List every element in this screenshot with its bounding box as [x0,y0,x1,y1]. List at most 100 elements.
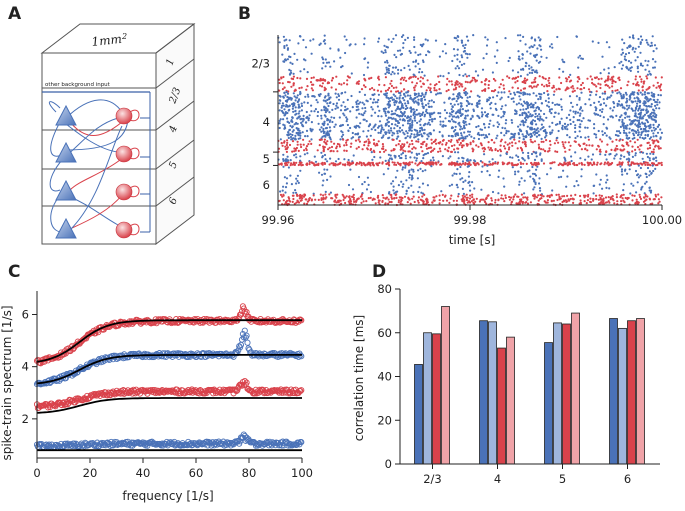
spike-inhibitory [517,76,519,78]
spike-excitatory [519,109,521,111]
spike-excitatory [473,187,475,189]
spike-excitatory [439,112,441,114]
spike-excitatory [540,93,542,95]
spike-inhibitory [407,150,409,152]
spike-excitatory [428,100,430,102]
spike-excitatory [302,131,304,133]
spike-excitatory [642,117,644,119]
spike-excitatory [640,128,642,130]
spike-inhibitory [622,161,624,163]
spike-excitatory [411,175,413,177]
spike-excitatory [640,35,642,37]
spike-inhibitory [491,199,493,201]
spike-inhibitory [616,89,618,91]
spike-excitatory [526,130,528,132]
spike-excitatory [372,102,374,104]
spike-inhibitory [580,84,582,86]
spike-inhibitory [317,149,319,151]
spike-inhibitory [400,196,402,198]
spike-excitatory [325,133,327,135]
spike-excitatory [294,135,296,137]
spike-inhibitory [478,163,480,165]
spike-excitatory [354,43,356,45]
spike-inhibitory [370,197,372,199]
spike-excitatory [649,124,651,126]
spike-excitatory [393,98,395,100]
spike-excitatory [638,165,640,167]
spike-excitatory [517,156,519,158]
spike-excitatory [400,101,402,103]
spike-inhibitory [362,148,364,150]
spike-excitatory [419,130,421,132]
spike-excitatory [411,121,413,123]
spike-inhibitory [523,81,525,83]
spike-inhibitory [322,79,324,81]
spike-inhibitory [303,149,305,151]
spike-inhibitory [418,202,420,204]
spike-excitatory [407,94,409,96]
spike-inhibitory [333,150,335,152]
spike-inhibitory [415,76,417,78]
spike-excitatory [616,153,618,155]
spike-inhibitory [422,143,424,145]
spike-excitatory [545,100,547,102]
spike-inhibitory [388,87,390,89]
spike-excitatory [637,38,639,40]
spike-inhibitory [400,199,402,201]
spike-excitatory [321,67,323,69]
spike-inhibitory [521,194,523,196]
spike-excitatory [456,100,458,102]
spike-excitatory [637,100,639,102]
spike-excitatory [589,120,591,122]
spike-excitatory [453,173,455,175]
spike-inhibitory [575,141,577,143]
spike-inhibitory [296,77,298,79]
spike-inhibitory [542,148,544,150]
spike-excitatory [295,113,297,115]
spike-inhibitory [346,79,348,81]
spike-excitatory [465,53,467,55]
spike-inhibitory [643,201,645,203]
spike-inhibitory [353,199,355,201]
spike-excitatory [472,109,474,111]
spike-inhibitory [428,87,430,89]
spike-inhibitory [343,82,345,84]
spike-excitatory [399,127,401,129]
spike-inhibitory [598,199,600,201]
spike-inhibitory [456,147,458,149]
spike-excitatory [385,67,387,69]
spike-excitatory [329,136,331,138]
spike-excitatory [304,135,306,137]
spike-excitatory [551,189,553,191]
spike-excitatory [453,48,455,50]
spike-excitatory [298,116,300,118]
spike-excitatory [393,94,395,96]
spike-excitatory [309,128,311,130]
spike-excitatory [558,176,560,178]
spike-inhibitory [405,162,407,164]
spike-inhibitory [504,194,506,196]
spike-excitatory [348,184,350,186]
spike-excitatory [618,130,620,132]
spike-excitatory [395,176,397,178]
spike-excitatory [463,122,465,124]
spike-excitatory [534,116,536,118]
spike-excitatory [558,130,560,132]
spike-inhibitory [374,198,376,200]
spike-excitatory [522,120,524,122]
spike-inhibitory [639,196,641,198]
spike-excitatory [392,189,394,191]
spike-excitatory [404,115,406,117]
spike-excitatory [626,173,628,175]
spike-inhibitory [370,77,372,79]
spike-excitatory [488,97,490,99]
spike-excitatory [588,98,590,100]
spike-excitatory [548,106,550,108]
spike-excitatory [505,119,507,121]
spike-excitatory [315,161,317,163]
spike-excitatory [420,118,422,120]
spike-inhibitory [299,161,301,163]
spike-inhibitory [461,85,463,87]
spike-excitatory [388,38,390,40]
